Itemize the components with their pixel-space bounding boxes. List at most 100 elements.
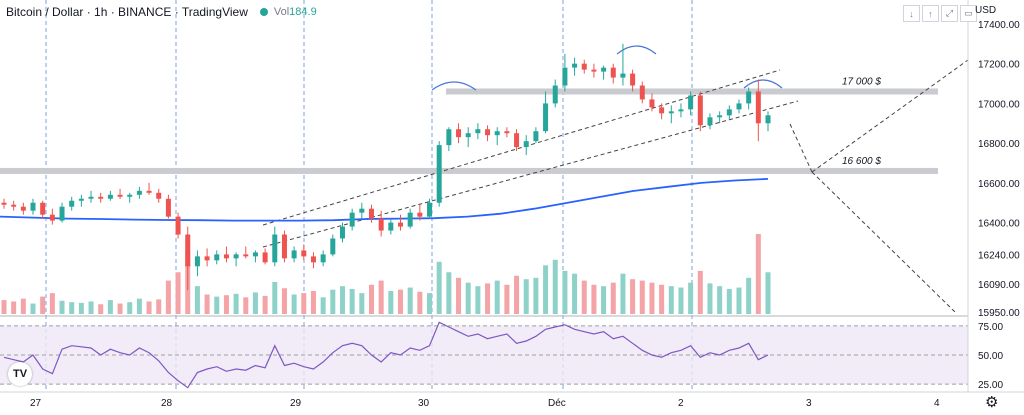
candle-body bbox=[262, 252, 268, 263]
candle bbox=[456, 123, 462, 144]
candle-body bbox=[688, 95, 694, 110]
volume-bar bbox=[233, 293, 239, 314]
candle-body bbox=[1, 202, 7, 205]
candle-body bbox=[726, 109, 732, 116]
candle bbox=[98, 192, 104, 203]
level-band bbox=[446, 88, 938, 95]
volume-bar bbox=[523, 279, 529, 314]
price-tick-label: 16600.00 bbox=[978, 179, 1020, 190]
volume-bar bbox=[562, 270, 568, 314]
tradingview-logo[interactable]: TV bbox=[8, 362, 32, 386]
candle-body bbox=[59, 206, 65, 221]
candle-body bbox=[378, 218, 384, 231]
volume-bar bbox=[649, 282, 655, 314]
candle bbox=[552, 79, 558, 108]
candle-body bbox=[533, 131, 539, 142]
candle-body bbox=[11, 204, 17, 207]
volume-bar bbox=[359, 293, 365, 314]
candle-body bbox=[630, 73, 636, 86]
candle-body bbox=[223, 254, 229, 259]
volume-bar bbox=[194, 286, 200, 314]
panel-button[interactable]: ▭ bbox=[960, 5, 977, 22]
candle-body bbox=[697, 95, 703, 126]
candle bbox=[427, 198, 433, 219]
candle bbox=[1, 198, 7, 209]
rsi-line bbox=[3, 321, 769, 389]
volume-bar bbox=[552, 259, 558, 314]
volume-bar bbox=[601, 286, 607, 314]
candle-body bbox=[591, 69, 597, 72]
candle-body bbox=[291, 250, 297, 259]
candle bbox=[127, 192, 133, 203]
price-tick-label: 17000.00 bbox=[978, 99, 1020, 110]
candle bbox=[88, 190, 94, 203]
candle bbox=[301, 244, 307, 261]
candle-body bbox=[407, 212, 413, 227]
move-down-button[interactable]: ↓ bbox=[903, 5, 920, 22]
volume-bar bbox=[291, 294, 297, 314]
volume-readout: Vol184.9 bbox=[274, 6, 317, 18]
candle-body bbox=[436, 145, 442, 203]
volume-bar bbox=[20, 298, 26, 314]
candle bbox=[688, 91, 694, 116]
volume-bar bbox=[252, 292, 258, 314]
candle-body bbox=[707, 117, 713, 126]
ma-line bbox=[0, 178, 769, 222]
candle-body bbox=[562, 67, 568, 86]
volume-bar bbox=[427, 293, 433, 314]
candle bbox=[272, 226, 278, 267]
volume-bar bbox=[339, 286, 345, 314]
volume-bar bbox=[446, 272, 452, 314]
candle-body bbox=[301, 250, 307, 257]
volume-bar bbox=[165, 280, 171, 314]
candle-body bbox=[339, 226, 345, 239]
level-label: 16 600 $ bbox=[842, 156, 881, 167]
candle-body bbox=[359, 208, 365, 213]
channel-upper-line bbox=[262, 69, 781, 226]
time-tick-label: 28 bbox=[161, 398, 173, 409]
price-tick-label: 17400.00 bbox=[978, 20, 1020, 31]
candle bbox=[320, 250, 326, 267]
volume-bar bbox=[262, 295, 268, 314]
volume-bar bbox=[678, 287, 684, 314]
candle bbox=[339, 222, 345, 243]
currency-label: USD bbox=[975, 5, 997, 16]
candle-body bbox=[20, 206, 26, 211]
volume-bar bbox=[49, 293, 55, 314]
candle bbox=[668, 105, 674, 124]
rsi-tick-label: 75.00 bbox=[978, 322, 1003, 333]
candle bbox=[475, 123, 481, 140]
candle-body bbox=[136, 190, 142, 195]
candle bbox=[601, 65, 607, 80]
candle-body bbox=[272, 234, 278, 263]
volume-bar bbox=[69, 302, 75, 314]
candle-body bbox=[368, 208, 374, 219]
volume-label: Vol bbox=[273, 6, 290, 18]
time-tick-label: 27 bbox=[30, 398, 42, 409]
volume-bar bbox=[755, 234, 761, 314]
gear-icon[interactable]: ⚙ bbox=[985, 394, 999, 411]
volume-bar bbox=[98, 304, 104, 314]
candle bbox=[20, 202, 26, 215]
volume-bar bbox=[175, 272, 181, 314]
candle-body bbox=[320, 254, 326, 263]
candle-body bbox=[543, 103, 549, 132]
candle bbox=[233, 252, 239, 267]
candle bbox=[436, 141, 442, 207]
move-up-button[interactable]: ↑ bbox=[922, 5, 939, 22]
volume-bar bbox=[717, 286, 723, 314]
candle bbox=[156, 188, 162, 203]
candle bbox=[717, 111, 723, 124]
candle bbox=[523, 135, 529, 156]
volume-bar bbox=[726, 288, 732, 314]
candle-body bbox=[69, 200, 75, 207]
maximize-button[interactable]: ⤢ bbox=[941, 5, 958, 22]
volume-bar bbox=[494, 280, 500, 314]
candle bbox=[514, 129, 520, 152]
volume-bar bbox=[639, 280, 645, 314]
volume-bar bbox=[368, 284, 374, 314]
candle-body bbox=[572, 63, 578, 68]
top-arc bbox=[743, 79, 783, 89]
candle-body bbox=[40, 202, 46, 215]
